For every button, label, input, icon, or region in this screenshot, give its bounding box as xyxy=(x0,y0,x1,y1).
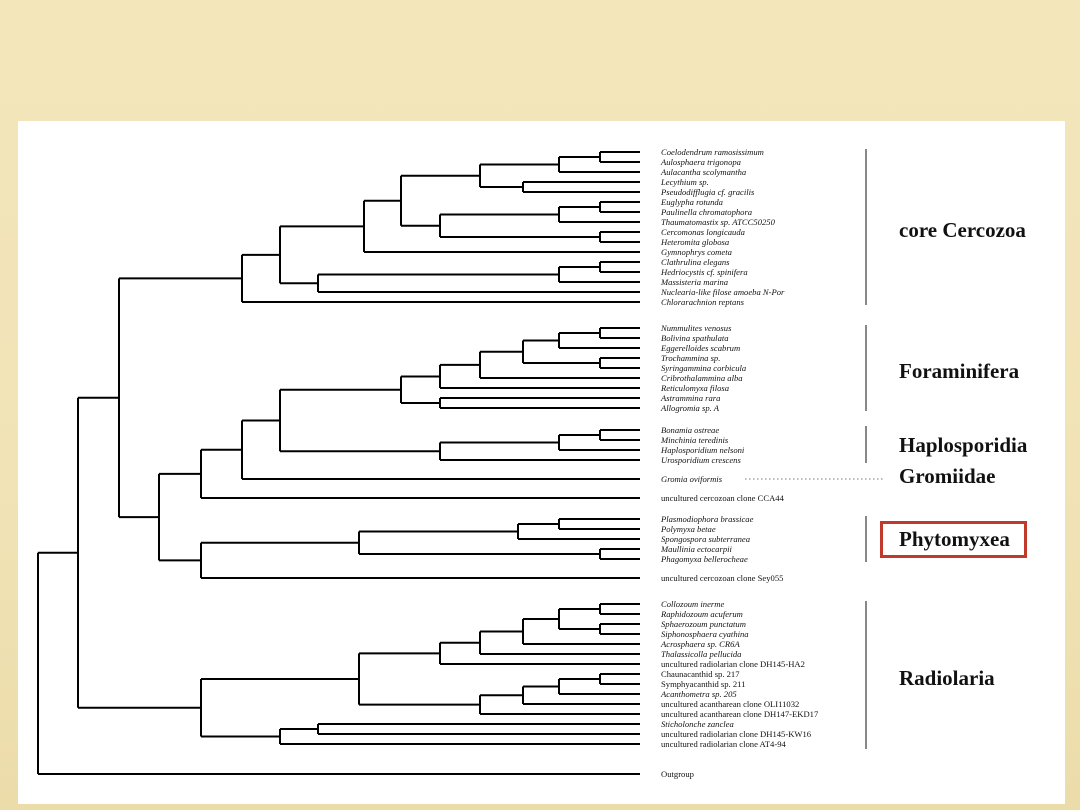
taxon-label: Spongospora subterranea xyxy=(661,534,750,544)
group-label-haplosporidia: Haplosporidia xyxy=(899,433,1028,457)
group-label-gromiidae: Gromiidae xyxy=(899,464,996,488)
taxon-label: Eggerelloides scabrum xyxy=(660,343,740,353)
phylogenetic-tree-figure: Coelodendrum ramosissimum Aulosphaera tri… xyxy=(18,121,1065,804)
taxon-label: Chaunacanthid sp. 217 xyxy=(661,669,740,679)
taxon-label: Bolivina spathulata xyxy=(661,333,729,343)
taxon-label: Sticholonche zanclea xyxy=(661,719,734,729)
taxon-label: Bonamia ostreae xyxy=(661,425,719,435)
taxon-label: Chlorarachnion reptans xyxy=(661,297,745,307)
taxon-label: Aulosphaera trigonopa xyxy=(660,157,741,167)
group-label-radiolaria: Radiolaria xyxy=(899,666,995,690)
taxon-label: Polymyxa betae xyxy=(660,524,716,534)
taxon-label: Cercomonas longicauda xyxy=(661,227,745,237)
taxon-label: Euglypha rotunda xyxy=(660,197,723,207)
taxon-label: Astrammina rara xyxy=(660,393,720,403)
taxon-label: Gymnophrys cometa xyxy=(661,247,732,257)
taxon-label: Maullinia ectocarpii xyxy=(660,544,732,554)
taxon-label: Urosporidium crescens xyxy=(661,455,741,465)
taxon-label: Reticulomyxa filosa xyxy=(660,383,729,393)
taxon-label: Minchinia teredinis xyxy=(660,435,729,445)
taxon-label: Plasmodiophora brassicae xyxy=(660,514,754,524)
taxon-label: Massisteria marina xyxy=(660,277,728,287)
taxon-label: Lecythium sp. xyxy=(660,177,709,187)
group-label-foraminifera: Foraminifera xyxy=(899,359,1020,383)
taxon-label: Acanthometra sp. 205 xyxy=(660,689,737,699)
group-label-phytomyxea: Phytomyxea xyxy=(880,521,1027,558)
taxon-label: Outgroup xyxy=(661,769,694,779)
taxon-label: uncultured radiolarian clone DH145-KW16 xyxy=(661,729,812,739)
taxon-label: Coelodendrum ramosissimum xyxy=(661,147,764,157)
taxon-label: Syringammina corbicula xyxy=(661,363,746,373)
taxon-label: Collozoum inerme xyxy=(661,599,724,609)
taxon-label: uncultured cercozoan clone Sey055 xyxy=(661,573,783,583)
taxon-label: Nummulites venosus xyxy=(660,323,732,333)
taxon-label: Clathrulina elegans xyxy=(661,257,730,267)
taxon-label: Trochammina sp. xyxy=(661,353,720,363)
taxon-label: Thalassicolla pellucida xyxy=(661,649,741,659)
taxon-label: Aulacantha scolymantha xyxy=(660,167,746,177)
taxon-label: Gromia oviformis xyxy=(661,474,723,484)
taxon-label: Thaumatomastix sp. ATCC50250 xyxy=(661,217,776,227)
taxon-label: Acrosphaera sp. CR6A xyxy=(660,639,740,649)
taxon-label: Heteromita globosa xyxy=(660,237,729,247)
taxon-label: uncultured cercozoan clone CCA44 xyxy=(661,493,785,503)
taxon-label: uncultured radiolarian clone DH145-HA2 xyxy=(661,659,805,669)
taxon-label: uncultured radiolarian clone AT4-94 xyxy=(661,739,787,749)
taxon-label: Siphonosphaera cyathina xyxy=(661,629,749,639)
taxon-label: Nuclearia-like filose amoeba N-Por xyxy=(660,287,785,297)
taxon-label: Paulinella chromatophora xyxy=(660,207,752,217)
taxon-label: Haplosporidium nelsoni xyxy=(660,445,745,455)
taxon-label: Hedriocystis cf. spinifera xyxy=(660,267,748,277)
group-label-core-cercozoa: core Cercozoa xyxy=(899,218,1026,242)
taxon-label: uncultured acantharean clone DH147-EKD17 xyxy=(661,709,819,719)
taxon-label: uncultured acantharean clone OLI11032 xyxy=(661,699,799,709)
taxon-label: Cribrothalammina alba xyxy=(661,373,743,383)
taxon-label: Pseudodifflugia cf. gracilis xyxy=(660,187,755,197)
taxon-label: Sphaerozoum punctatum xyxy=(661,619,746,629)
taxon-label: Symphyacanthid sp. 211 xyxy=(661,679,745,689)
taxon-label: Raphidozoum acuferum xyxy=(660,609,743,619)
taxon-label: Allogromia sp. A xyxy=(660,403,720,413)
taxon-label: Phagomyxa bellerocheae xyxy=(660,554,748,564)
